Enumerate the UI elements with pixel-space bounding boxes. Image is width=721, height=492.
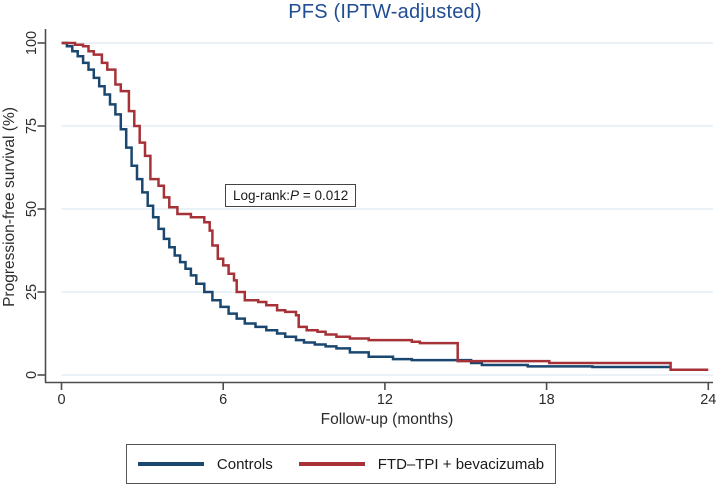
treatment-line-swatch [298, 462, 365, 466]
y-tick-label-25: 25 [24, 284, 40, 300]
x-tick-label-0: 0 [57, 392, 65, 408]
x-tick-label-24: 24 [700, 392, 716, 408]
legend: Controls FTD–TPI + bevacizumab [126, 444, 556, 484]
km-curve-controls [61, 41, 671, 369]
x-tick-label-6: 6 [219, 392, 227, 408]
treatment-legend-label: FTD–TPI + bevacizumab [377, 455, 545, 473]
logrank-label: Log-rank: [233, 188, 291, 203]
y-tick-label-75: 75 [24, 118, 40, 134]
controls-line-swatch [137, 462, 204, 466]
logrank-p-symbol: P [290, 188, 300, 203]
legend-item-controls: Controls [137, 455, 273, 473]
chart-title: PFS (IPTW-adjusted) [288, 1, 482, 23]
logrank-annotation: Log-rank: P = 0.012 [225, 184, 357, 207]
km-curve-treatment [61, 41, 709, 371]
legend-item-treatment: FTD–TPI + bevacizumab [298, 455, 545, 473]
x-tick-label-18: 18 [539, 392, 555, 408]
y-tick-label-100: 100 [24, 31, 40, 55]
y-axis-title: Progression-free survival (%) [1, 107, 18, 307]
x-tick-label-12: 12 [377, 392, 393, 408]
y-tick-label-50: 50 [24, 201, 40, 217]
logrank-value: = 0.012 [299, 188, 349, 203]
controls-legend-label: Controls [216, 455, 273, 473]
x-axis-title: Follow-up (months) [321, 411, 454, 428]
plot-area: 0 25 50 75 100 0 6 12 18 24 Progression-free survi… [1, 29, 716, 428]
y-tick-label-0: 0 [24, 371, 40, 379]
